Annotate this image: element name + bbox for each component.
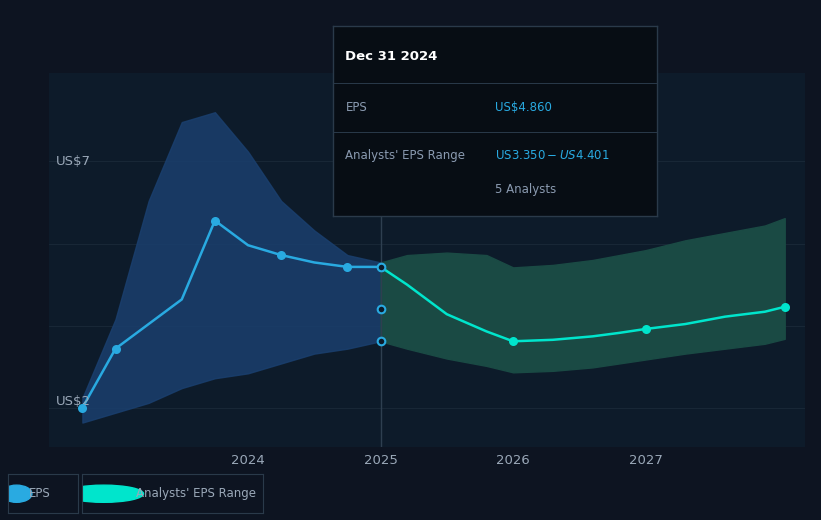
Text: US$2: US$2 — [56, 395, 91, 408]
Point — [374, 263, 388, 271]
Point — [341, 263, 354, 271]
Point — [507, 337, 520, 345]
Circle shape — [1, 485, 32, 502]
Point — [274, 251, 287, 259]
Text: EPS: EPS — [30, 487, 51, 500]
Text: US$4.860: US$4.860 — [495, 101, 552, 114]
Point — [374, 337, 388, 345]
Point — [109, 345, 122, 353]
Point — [639, 325, 652, 333]
Text: Analysts' EPS Range: Analysts' EPS Range — [136, 487, 256, 500]
Circle shape — [64, 485, 144, 502]
Text: US$7: US$7 — [56, 155, 91, 168]
Text: US$3.350 - US$4.401: US$3.350 - US$4.401 — [495, 149, 609, 162]
Text: Dec 31 2024: Dec 31 2024 — [346, 50, 438, 63]
Point — [374, 263, 388, 271]
Point — [76, 404, 89, 412]
Text: Analysts Forecasts: Analysts Forecasts — [386, 131, 502, 144]
Text: 5 Analysts: 5 Analysts — [495, 183, 556, 196]
Point — [778, 303, 791, 311]
Text: EPS: EPS — [346, 101, 367, 114]
Point — [209, 216, 222, 225]
Text: Actual: Actual — [336, 131, 375, 144]
Point — [374, 305, 388, 314]
Text: Analysts' EPS Range: Analysts' EPS Range — [346, 149, 466, 162]
